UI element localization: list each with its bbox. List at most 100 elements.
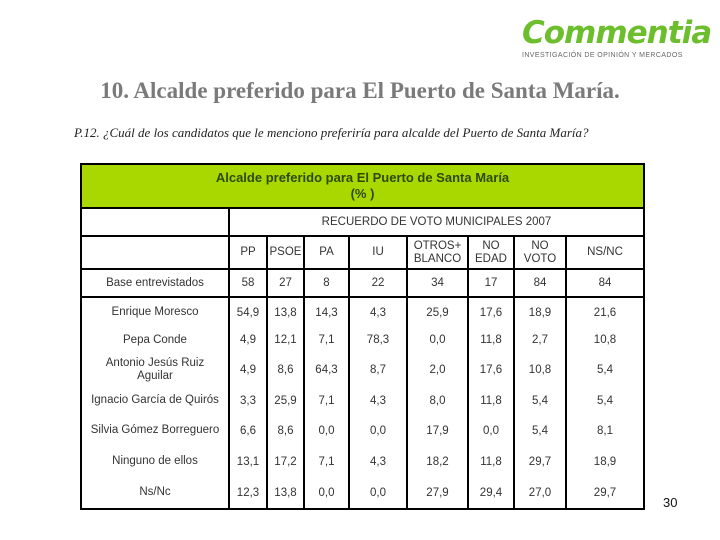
cell: 0,0 <box>406 327 469 353</box>
page-number: 30 <box>663 495 678 510</box>
cell: 4,3 <box>348 446 408 477</box>
group-header-row: RECUERDO DE VOTO MUNICIPALES 2007 <box>80 207 645 237</box>
row-label: Enrique Moresco <box>80 296 230 327</box>
cell: 12,1 <box>266 327 305 353</box>
cell: 10,8 <box>565 327 645 353</box>
row-label: Base entrevistados <box>80 268 230 298</box>
table-row: Ninguno de ellos 13,1 17,2 7,1 4,3 18,2 11,8 29… <box>80 446 645 477</box>
cell: 7,1 <box>303 446 350 477</box>
cell: 8,6 <box>266 353 305 386</box>
cell: 54,9 <box>228 296 268 327</box>
column-header: IU <box>348 235 408 270</box>
column-header: PSOE <box>266 235 305 270</box>
cell: 2,0 <box>406 353 469 386</box>
cell: 22 <box>348 268 408 298</box>
cell: 5,4 <box>513 415 567 446</box>
cell: 29,4 <box>467 477 515 510</box>
row-label: Ninguno de ellos <box>80 446 230 477</box>
cell: 25,9 <box>406 296 469 327</box>
cell: 34 <box>406 268 469 298</box>
cell: 17,6 <box>467 353 515 386</box>
row-label: Antonio Jesús Ruiz Aguilar <box>80 353 230 386</box>
cell: 12,3 <box>228 477 268 510</box>
table-row: Antonio Jesús Ruiz Aguilar 4,9 8,6 64,3 8,7 2,… <box>80 353 645 386</box>
empty-cell <box>80 235 230 270</box>
cell: 0,0 <box>303 477 350 510</box>
cell: 7,1 <box>303 386 350 415</box>
column-header: OTROS+ BLANCO <box>406 235 469 270</box>
cell: 0,0 <box>467 415 515 446</box>
cell: 4,9 <box>228 327 268 353</box>
cell: 18,9 <box>565 446 645 477</box>
column-header-row: PP PSOE PA IU OTROS+ BLANCO NO EDAD NO VOTO… <box>80 235 645 270</box>
cell: 18,9 <box>513 296 567 327</box>
table-row: Silvia Gómez Borreguero 6,6 8,6 0,0 0,0 17,9 0… <box>80 415 645 446</box>
cell: 5,4 <box>513 386 567 415</box>
table-title-row: Alcalde preferido para El Puerto de Sant… <box>80 163 645 209</box>
cell: 8,1 <box>565 415 645 446</box>
cell: 58 <box>228 268 268 298</box>
cell: 0,0 <box>303 415 350 446</box>
cell: 3,3 <box>228 386 268 415</box>
table-title-line2: (% ) <box>350 186 375 201</box>
column-header: PP <box>228 235 268 270</box>
cell: 29,7 <box>565 477 645 510</box>
cell: 7,1 <box>303 327 350 353</box>
column-header: NO VOTO <box>513 235 567 270</box>
group-header: RECUERDO DE VOTO MUNICIPALES 2007 <box>228 207 645 237</box>
logo-wordmark: Commentia <box>522 15 712 51</box>
cell: 6,6 <box>228 415 268 446</box>
page-title: 10. Alcalde preferido para El Puerto de … <box>100 78 620 103</box>
cell: 11,8 <box>467 327 515 353</box>
cell: 64,3 <box>303 353 350 386</box>
row-label: Ns/Nc <box>80 477 230 510</box>
empty-cell <box>80 207 230 237</box>
results-table: Alcalde preferido para El Puerto de Sant… <box>80 163 645 510</box>
cell: 2,7 <box>513 327 567 353</box>
table-title: Alcalde preferido para El Puerto de Sant… <box>80 163 645 209</box>
row-label: Silvia Gómez Borreguero <box>80 415 230 446</box>
logo-tagline: INVESTIGACIÓN DE OPINIÓN Y MERCADOS <box>522 52 683 59</box>
row-label: Ignacio García de Quirós <box>80 386 230 415</box>
column-header: PA <box>303 235 350 270</box>
cell: 18,2 <box>406 446 469 477</box>
cell: 5,4 <box>565 353 645 386</box>
base-row: Base entrevistados 58 27 8 22 34 17 84 8… <box>80 268 645 298</box>
cell: 8,7 <box>348 353 408 386</box>
table-row: Ns/Nc 12,3 13,8 0,0 0,0 27,9 29,4 27,0 29,7 <box>80 477 645 510</box>
cell: 13,1 <box>228 446 268 477</box>
cell: 0,0 <box>348 477 408 510</box>
cell: 84 <box>565 268 645 298</box>
table-row: Ignacio García de Quirós 3,3 25,9 7,1 4,3 8,0… <box>80 386 645 415</box>
cell: 8,6 <box>266 415 305 446</box>
table-title-line1: Alcalde preferido para El Puerto de Sant… <box>215 170 510 185</box>
cell: 13,8 <box>266 477 305 510</box>
cell: 13,8 <box>266 296 305 327</box>
cell: 4,9 <box>228 353 268 386</box>
cell: 78,3 <box>348 327 408 353</box>
cell: 4,3 <box>348 296 408 327</box>
cell: 84 <box>513 268 567 298</box>
cell: 4,3 <box>348 386 408 415</box>
column-header: NS/NC <box>565 235 645 270</box>
cell: 21,6 <box>565 296 645 327</box>
cell: 29,7 <box>513 446 567 477</box>
cell: 8 <box>303 268 350 298</box>
survey-question: P.12. ¿Cuál de los candidatos que le men… <box>74 125 589 140</box>
column-header: NO EDAD <box>467 235 515 270</box>
table-row: Enrique Moresco 54,9 13,8 14,3 4,3 25,9 17,6 18… <box>80 296 645 327</box>
commentia-logo: Commentia INVESTIGACIÓN DE OPINIÓN Y MER… <box>522 14 712 59</box>
cell: 11,8 <box>467 446 515 477</box>
cell: 27 <box>266 268 305 298</box>
cell: 17,2 <box>266 446 305 477</box>
cell: 27,0 <box>513 477 567 510</box>
cell: 10,8 <box>513 353 567 386</box>
cell: 27,9 <box>406 477 469 510</box>
cell: 17 <box>467 268 515 298</box>
cell: 14,3 <box>303 296 350 327</box>
cell: 0,0 <box>348 415 408 446</box>
cell: 5,4 <box>565 386 645 415</box>
cell: 11,8 <box>467 386 515 415</box>
table-row: Pepa Conde 4,9 12,1 7,1 78,3 0,0 11,8 2,7 10,8 <box>80 327 645 353</box>
cell: 17,6 <box>467 296 515 327</box>
